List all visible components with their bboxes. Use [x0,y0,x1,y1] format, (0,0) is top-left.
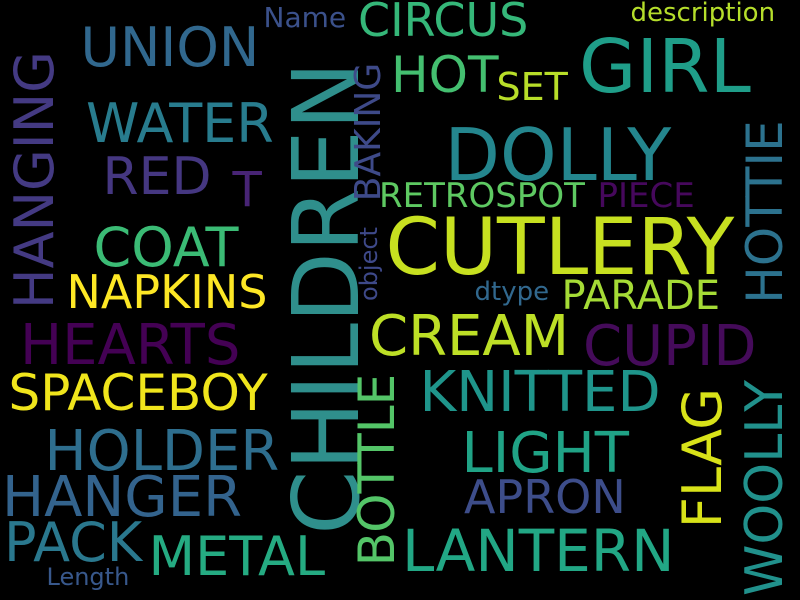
word-hanging: HANGING [2,51,66,309]
word-apron: APRON [464,470,626,524]
word-coat: COAT [93,216,239,279]
word-hottie: HOTTIE [735,120,794,304]
word-lantern: LANTERN [402,517,675,585]
word-knitted: KNITTED [419,360,661,425]
word-length: Length [46,563,130,591]
word-piece: PIECE [597,176,695,216]
word-hanger: HANGER [2,465,242,530]
word-spaceboy: SPACEBOY [8,364,268,422]
word-cream: CREAM [369,304,570,369]
word-retrospot: RETROSPOT [379,176,585,216]
word-set: SET [496,65,568,109]
word-metal: METAL [148,525,326,588]
word-cutlery: CUTLERY [385,203,735,293]
word-union: UNION [80,16,260,79]
word-woolly: WOOLLY [735,379,796,597]
word-circus: CIRCUS [358,0,529,47]
word-holder: HOLDER [44,419,280,484]
word-bottle: BOTTLE [348,373,407,567]
word-dtype: dtype [474,277,550,307]
word-red: RED [102,147,212,207]
word-hot: HOT [391,46,499,104]
word-parade: PARADE [561,273,721,319]
word-light: LIGHT [461,421,629,486]
word-description: description [630,0,776,28]
word-hearts: HEARTS [20,313,241,378]
word-dolly: DOLLY [444,113,672,197]
word-pack: PACK [4,511,143,574]
word-flag: FLAG [671,387,735,529]
word-girl: GIRL [579,24,751,110]
word-name: Name [263,1,347,34]
word-napkins: NAPKINS [66,265,268,319]
word-water: WATER [86,92,274,155]
word-t: T [232,162,262,218]
word-cupid: CUPID [583,314,757,379]
word-object: object [354,227,383,301]
